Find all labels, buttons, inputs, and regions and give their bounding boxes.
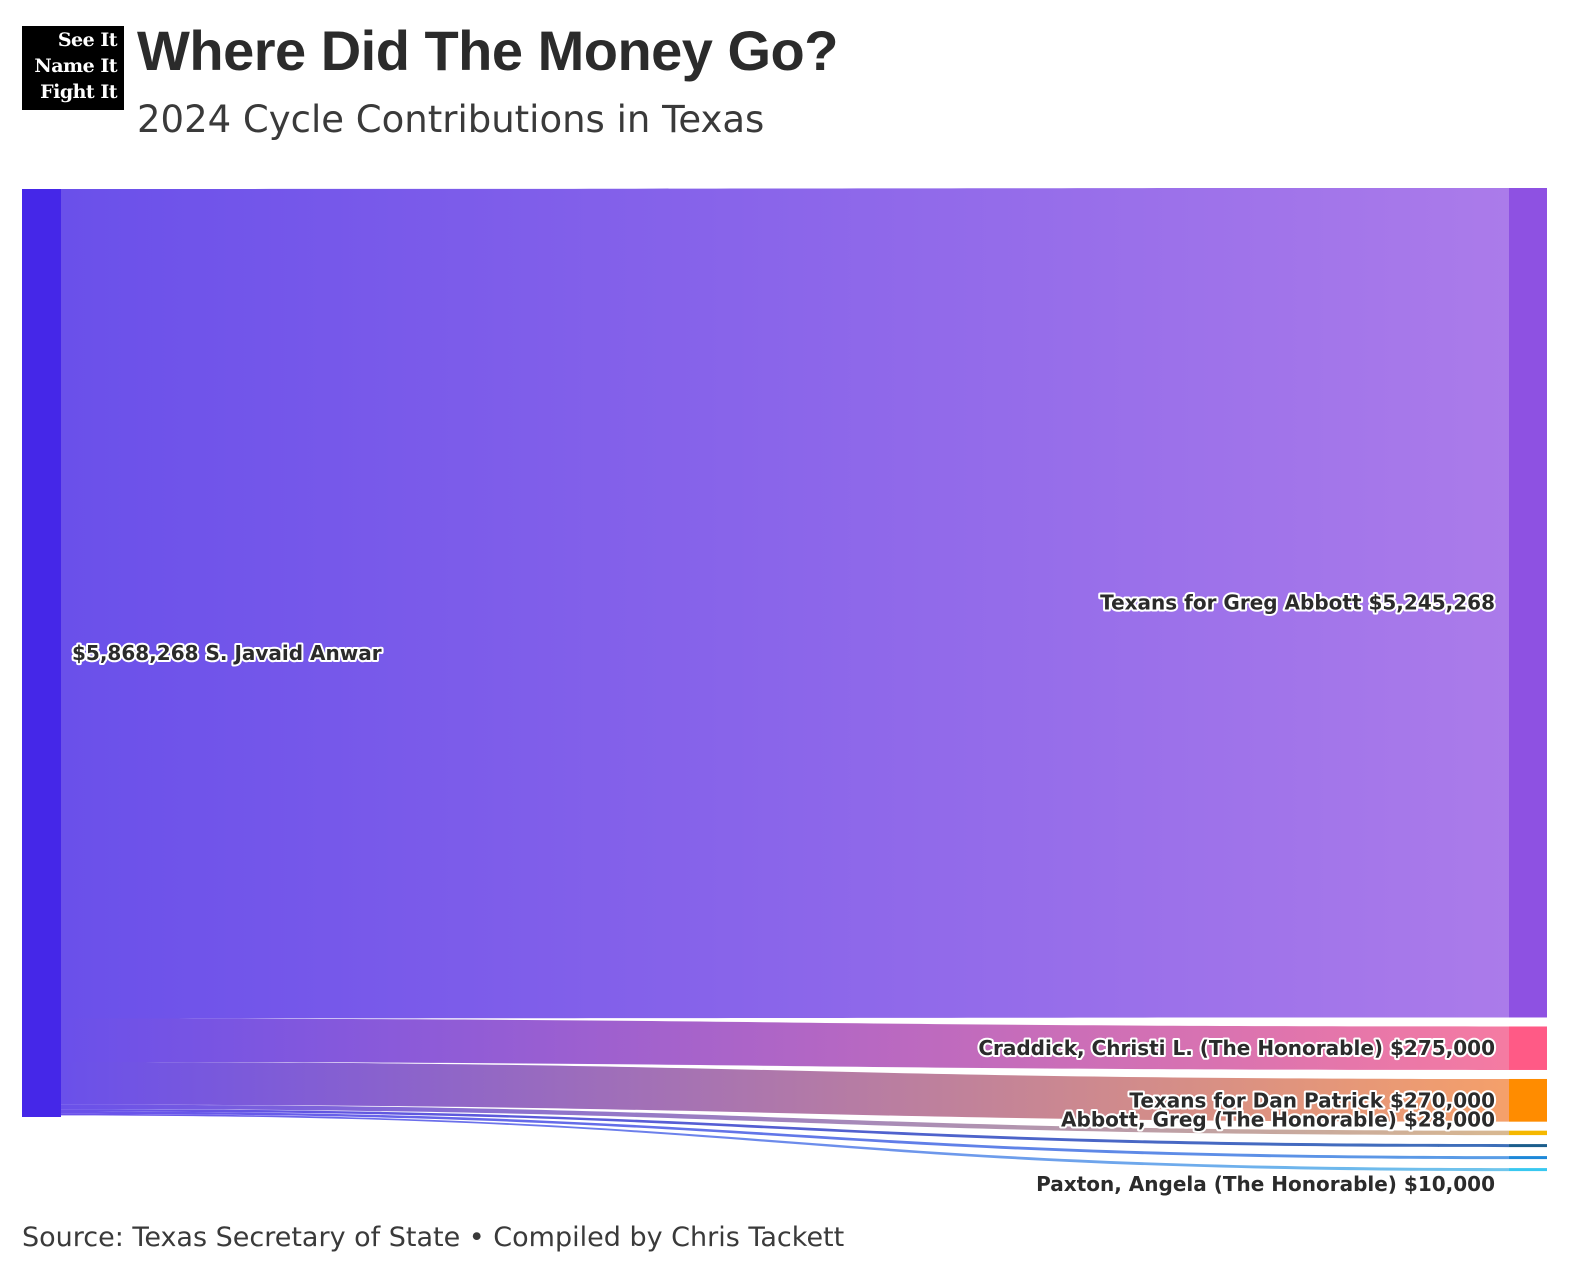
target-node (1509, 1078, 1547, 1122)
target-node (1509, 1026, 1547, 1070)
sankey-link (61, 1018, 1509, 1070)
sankey-link (61, 1111, 1509, 1160)
target-label: Abbott, Greg (The Honorable) $28,000 (1061, 1108, 1495, 1132)
logo-line: Fight It (40, 81, 117, 103)
target-node (1509, 1130, 1547, 1136)
target-node (1509, 1156, 1547, 1160)
target-node (1509, 1168, 1547, 1172)
sankey-nodes (22, 188, 1547, 1172)
sankey-link (61, 1104, 1509, 1136)
sankey-link (61, 1113, 1509, 1172)
target-label: Craddick, Christi L. (The Honorable) $27… (978, 1036, 1495, 1060)
target-node (1509, 188, 1547, 1018)
source-note: Source: Texas Secretary of State • Compi… (22, 1222, 845, 1253)
sankey-link (61, 1061, 1509, 1122)
sankey-link (61, 188, 1509, 1019)
target-label: Texans for Greg Abbott $5,245,268 (1100, 591, 1495, 615)
target-label: Texans for Dan Patrick $270,000 (1129, 1088, 1495, 1112)
sankey-links (61, 188, 1509, 1172)
sankey-labels: Texans for Greg Abbott $5,245,268 Craddic… (70, 589, 1497, 1198)
source-node (22, 189, 61, 1117)
chart-title: Where Did The Money Go? (137, 19, 838, 82)
sankey-link (61, 1109, 1509, 1148)
logo: See It Name It Fight It (22, 26, 124, 110)
logo-line: Name It (34, 55, 117, 77)
logo-line: See It (57, 29, 118, 51)
target-label: Paxton, Angela (The Honorable) $10,000 (1036, 1172, 1495, 1196)
target-node (1509, 1144, 1547, 1148)
chart-subtitle: 2024 Cycle Contributions in Texas (137, 98, 765, 141)
source-label: $5,868,268 S. Javaid Anwar (72, 641, 382, 665)
